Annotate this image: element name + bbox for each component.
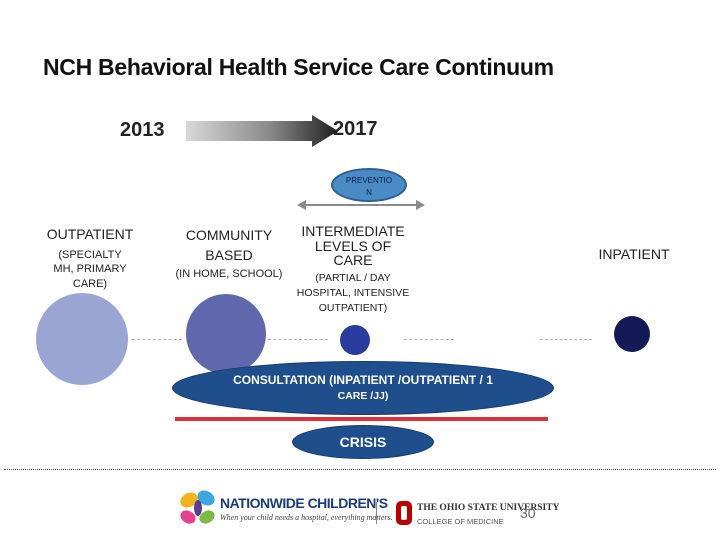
consultation-label-line2: CARE /JJ) <box>337 390 389 403</box>
connector-dash-1 <box>132 339 182 340</box>
outpatient-title: OUTPATIENT <box>46 226 134 242</box>
nationwide-butterfly-icon <box>180 490 215 524</box>
intermediate-title-line1: INTERMEDIATE <box>301 223 405 239</box>
osu-name: THE OHIO STATE UNIVERSITY <box>417 503 560 513</box>
start-year: 2013 <box>120 119 165 141</box>
consultation-oval: CONSULTATION (INPATIENT /OUTPATIENT / 1 … <box>172 361 554 415</box>
inpatient-title: INPATIENT <box>598 246 670 262</box>
connector-dash-4 <box>540 339 592 340</box>
prevention-bubble <box>331 168 407 202</box>
outpatient-sub-line2: MH, PRIMARY <box>53 263 127 276</box>
intermediate-circle <box>340 325 370 355</box>
connector-dash-3 <box>404 339 454 340</box>
prevention-label-line2: N <box>366 188 372 197</box>
footer-logo-divider <box>376 502 377 524</box>
crisis-label: CRISIS <box>339 434 387 450</box>
intermediate-sub-line3: OUTPATIENT) <box>318 302 388 315</box>
intermediate-sub-line2: HOSPITAL, INTENSIVE <box>296 287 410 300</box>
page-title: NCH Behavioral Health Service Care Conti… <box>43 54 554 80</box>
intermediate-sub-line1: (PARTIAL / DAY <box>315 272 391 284</box>
community-sub: (IN HOME, SCHOOL) <box>175 268 283 280</box>
osu-block-o-icon <box>396 501 412 525</box>
crisis-oval: CRISIS <box>292 425 434 459</box>
intermediate-title-line2: LEVELS OF <box>314 237 392 254</box>
inpatient-circle <box>614 316 650 352</box>
community-circle <box>186 294 266 374</box>
community-title-line1: COMMUNITY <box>185 227 273 243</box>
outpatient-sub-line1: (SPECIALTY <box>58 249 122 261</box>
end-year: 2017 <box>333 118 378 140</box>
prevention-range-arrow <box>297 200 425 210</box>
prevention-label-line1: PREVENTIO <box>345 176 393 185</box>
red-divider-line <box>175 417 548 421</box>
outpatient-sub-line3: CARE) <box>72 277 108 290</box>
connector-dash-2 <box>268 339 328 340</box>
osu-college: COLLEGE OF MEDICINE <box>417 517 504 526</box>
footer-separator <box>4 469 716 470</box>
community-title-line2: BASED <box>205 246 253 263</box>
intermediate-title-line3: CARE <box>333 252 373 269</box>
outpatient-circle <box>36 293 128 385</box>
timeline-arrow <box>186 115 338 147</box>
nationwide-name: NATIONWIDE CHILDREN'S <box>220 495 388 511</box>
consultation-label-line1: CONSULTATION (INPATIENT /OUTPATIENT / 1 <box>233 373 493 388</box>
page-number: 30 <box>520 505 536 521</box>
nationwide-tagline: When your child needs a hospital, everyt… <box>220 513 393 522</box>
